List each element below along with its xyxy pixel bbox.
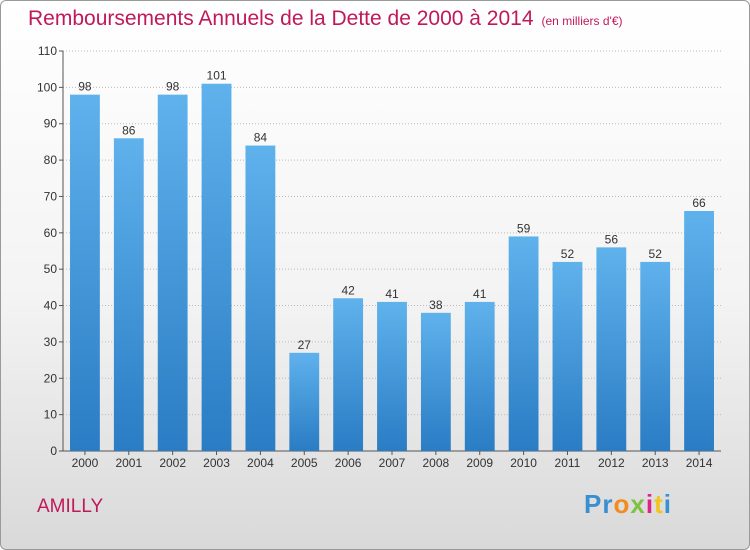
chart-unit-label: (en milliers d'€) — [541, 14, 623, 28]
x-tick-label: 2001 — [115, 456, 142, 470]
x-tick-label: 2010 — [510, 456, 537, 470]
y-tick-label: 10 — [44, 408, 58, 422]
bar — [333, 298, 364, 451]
x-tick-label: 2012 — [598, 456, 625, 470]
data-label: 101 — [207, 69, 227, 83]
data-label: 86 — [122, 123, 136, 137]
x-tick-label: 2014 — [686, 456, 713, 470]
data-label: 56 — [605, 232, 619, 246]
y-tick-label: 110 — [38, 44, 57, 58]
bar — [684, 211, 714, 451]
y-tick-label: 100 — [37, 80, 57, 94]
x-tick-label: 2006 — [335, 456, 362, 470]
bar — [113, 138, 144, 452]
place-name: AMILLY — [37, 496, 104, 517]
logo-letter: P — [584, 489, 603, 519]
chart-title-main: Remboursements Annuels de la Dette de 20… — [28, 7, 534, 30]
data-label: 41 — [473, 287, 487, 301]
logo-letter: r — [602, 489, 614, 519]
logo-letter: x — [630, 489, 646, 519]
chart-title: Remboursements Annuels de la Dette de 20… — [28, 7, 623, 31]
bar — [596, 247, 627, 451]
bar — [289, 352, 320, 451]
logo-letter: i — [663, 489, 672, 519]
data-label: 98 — [166, 80, 180, 94]
y-tick-label: 70 — [44, 189, 58, 203]
data-label: 66 — [692, 196, 706, 210]
bar — [508, 236, 539, 451]
data-label: 52 — [561, 247, 575, 261]
y-tick-label: 90 — [44, 117, 58, 131]
logo-letter: i — [645, 489, 655, 519]
x-tick-label: 2011 — [555, 456, 581, 470]
data-label: 41 — [385, 287, 399, 301]
bar — [377, 301, 407, 451]
y-tick-label: 60 — [44, 226, 58, 240]
proxiti-logo[interactable]: Proxiti — [584, 489, 672, 520]
bar — [420, 312, 451, 451]
y-tick-label: 20 — [44, 371, 58, 385]
data-label: 42 — [341, 283, 355, 297]
y-tick-label: 0 — [50, 444, 57, 458]
bar — [70, 94, 100, 452]
data-label: 38 — [429, 298, 443, 312]
data-label: 59 — [517, 221, 531, 235]
x-tick-label: 2008 — [423, 456, 450, 470]
data-label: 84 — [254, 131, 268, 145]
y-tick-label: 80 — [44, 153, 58, 167]
x-tick-label: 2003 — [203, 456, 230, 470]
logo-letter: t — [654, 489, 664, 519]
bar — [552, 261, 583, 451]
y-tick-label: 30 — [44, 335, 58, 349]
x-tick-label: 2000 — [72, 456, 99, 470]
y-tick-label: 50 — [44, 262, 58, 276]
x-tick-label: 2009 — [466, 456, 493, 470]
bar — [640, 261, 671, 451]
data-label: 52 — [649, 247, 663, 261]
bar — [201, 83, 232, 452]
logo-letter: o — [613, 489, 631, 519]
data-label: 27 — [298, 338, 312, 352]
data-label: 98 — [78, 80, 92, 94]
x-tick-label: 2002 — [159, 456, 186, 470]
bar — [245, 145, 276, 451]
x-tick-label: 2013 — [642, 456, 669, 470]
y-tick-label: 40 — [44, 299, 58, 313]
x-tick-label: 2005 — [291, 456, 318, 470]
bar — [157, 94, 188, 452]
x-tick-label: 2007 — [379, 456, 406, 470]
bar — [464, 301, 495, 451]
x-tick-label: 2004 — [247, 456, 274, 470]
